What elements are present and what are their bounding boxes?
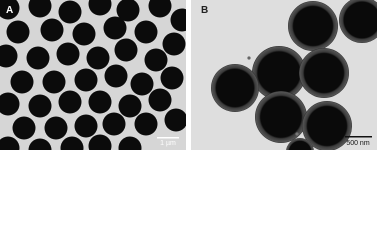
particle [118, 94, 142, 118]
scale-bar [157, 137, 179, 139]
particle [103, 16, 127, 40]
particle [295, 132, 299, 136]
particle [104, 64, 128, 88]
particle [114, 38, 138, 62]
particle [88, 0, 112, 16]
particle [148, 88, 172, 112]
particle [118, 136, 142, 150]
scale-bar-label: 1 µm [160, 140, 176, 147]
particle [211, 64, 259, 112]
particle [0, 0, 20, 20]
particle [286, 138, 314, 150]
particle [252, 46, 306, 100]
particle [134, 20, 158, 44]
particle [144, 48, 168, 72]
particles-b [211, 0, 377, 150]
particle [6, 20, 30, 44]
particle [130, 72, 154, 96]
particle [28, 138, 52, 150]
particle [88, 134, 112, 150]
particle [134, 112, 158, 136]
particle [40, 18, 64, 42]
particle [72, 22, 96, 46]
particle [74, 114, 98, 138]
scale-bar-label: 500 nm [346, 140, 370, 147]
particle [164, 108, 186, 132]
particle [26, 46, 50, 70]
particle [339, 0, 377, 43]
particle [86, 46, 110, 70]
particle [0, 136, 20, 150]
particle [44, 116, 68, 140]
panel-label: A [6, 5, 13, 16]
particle [160, 66, 184, 90]
particle [102, 112, 126, 136]
particle [56, 42, 80, 66]
particle [247, 56, 251, 60]
particle [74, 68, 98, 92]
particle [116, 0, 140, 22]
scale-bar [345, 136, 372, 138]
particle [162, 32, 186, 56]
panel-a: A 1 µm [0, 0, 186, 150]
particle [288, 1, 338, 51]
particle [12, 116, 36, 140]
particle [60, 136, 84, 150]
particle [28, 0, 52, 18]
panel-label: B [201, 5, 208, 16]
particle [58, 90, 82, 114]
particle [42, 70, 66, 94]
particle [302, 101, 352, 150]
particles-a [0, 0, 186, 150]
particle [10, 70, 34, 94]
particle [0, 44, 18, 68]
particle [88, 90, 112, 114]
particle [0, 92, 20, 116]
particle [170, 8, 186, 32]
particle [299, 48, 349, 98]
panel-b: B 500 nm [191, 0, 377, 150]
particle [148, 0, 172, 18]
figure: A 1 µm B 500 nm [0, 0, 377, 150]
particle [58, 0, 82, 24]
particle [28, 94, 52, 118]
particle [255, 91, 307, 143]
